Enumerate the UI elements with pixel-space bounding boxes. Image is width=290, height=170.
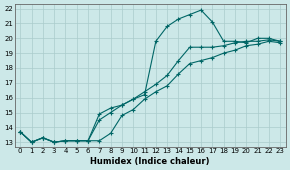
X-axis label: Humidex (Indice chaleur): Humidex (Indice chaleur)	[90, 157, 210, 166]
